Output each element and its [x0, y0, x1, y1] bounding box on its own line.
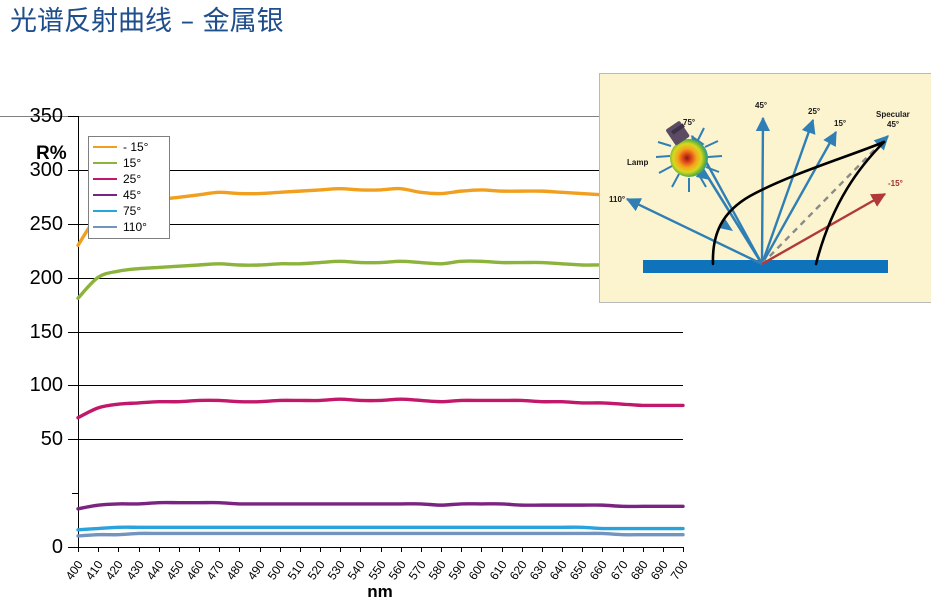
legend-item-15[interactable]: 15°: [93, 155, 163, 171]
legend-swatch-75: [93, 210, 117, 212]
x-tick-670: [622, 547, 624, 552]
inset-label-25: 25°: [808, 107, 821, 116]
x-tick-660: [602, 547, 604, 552]
x-tick-560: [400, 547, 402, 552]
x-tick-500: [279, 547, 281, 552]
y-label-50: 50: [40, 428, 63, 450]
y-tick-200: [68, 278, 78, 279]
chart-curves: [0, 60, 700, 546]
x-tick-690: [662, 547, 664, 552]
curve-15deg: [76, 259, 685, 300]
x-tick-700: [683, 547, 684, 552]
x-tick-410: [98, 547, 100, 552]
x-tick-520: [320, 547, 321, 552]
y-label-250: 250: [29, 213, 63, 235]
inset-label-neg15: -15°: [888, 179, 903, 188]
x-axis-title: nm: [367, 582, 393, 601]
legend-swatch-25: [93, 178, 117, 180]
gridline-350b: [78, 116, 683, 117]
x-tick-550: [380, 547, 382, 552]
y-tick-150: [68, 332, 78, 333]
gridline-50: [78, 439, 683, 440]
legend-label-110: 110°: [123, 220, 147, 234]
legend-item-110[interactable]: 110°: [93, 219, 163, 235]
inset-label-75: 75°: [683, 118, 696, 127]
y-axis-title: R%: [36, 143, 67, 164]
curve-110deg: [76, 531, 685, 538]
y-label-300: 300: [29, 159, 63, 181]
y-label-100: 100: [29, 374, 63, 396]
x-tick-440: [158, 547, 160, 552]
gridline-200: [78, 278, 683, 279]
x-tick-580: [441, 547, 442, 552]
legend-label-25: 25°: [123, 172, 142, 186]
y-tick-350: [68, 116, 78, 117]
chart-legend: - 15° 15° 25° 45° 75° 110°: [88, 136, 170, 239]
y-tick-50: [68, 439, 78, 440]
curve-75deg: [76, 525, 685, 532]
curve-25deg: [76, 397, 685, 420]
x-tick-640: [562, 547, 563, 552]
legend-label-45: 45°: [123, 188, 142, 202]
x-tick-540: [360, 547, 362, 552]
y-tick-extra: [72, 493, 78, 494]
x-tick-460: [199, 547, 200, 552]
legend-swatch-45: [93, 194, 117, 196]
legend-item-neg15[interactable]: - 15°: [93, 139, 163, 155]
inset-label-15: 15°: [834, 119, 847, 128]
y-tick-250: [68, 224, 78, 225]
x-tick-470: [219, 547, 221, 552]
x-tick-680: [642, 547, 644, 552]
y-axis: [78, 116, 79, 548]
legend-swatch-15: [93, 162, 117, 164]
x-tick-620: [521, 547, 523, 552]
y-tick-100: [68, 385, 78, 386]
x-tick-590: [461, 547, 463, 552]
gridline-300: [78, 170, 683, 171]
legend-item-25[interactable]: 25°: [93, 171, 163, 187]
x-tick-400: [78, 547, 79, 552]
y-tick-0: [68, 547, 78, 548]
inset-label-45: 45°: [755, 101, 768, 110]
x-tick-420: [118, 547, 120, 552]
legend-label-neg15: - 15°: [123, 140, 149, 154]
gridline-250: [78, 224, 683, 225]
x-tick-450: [178, 547, 180, 552]
curve-15deg: [76, 186, 685, 247]
x-tick-490: [259, 547, 261, 552]
legend-label-15: 15°: [123, 156, 142, 170]
legend-item-75[interactable]: 75°: [93, 203, 163, 219]
page-title: 光谱反射曲线 – 金属银: [10, 6, 284, 37]
x-tick-600: [481, 547, 483, 552]
x-tick-570: [420, 547, 422, 552]
goniospectrophotometer-diagram: 110° Lamp 75° 45° 25° 15° Specular 45° -…: [599, 73, 931, 303]
x-tick-610: [501, 547, 503, 552]
legend-swatch-110: [93, 226, 117, 228]
x-tick-530: [340, 547, 342, 552]
inset-label-110: 110°: [609, 195, 626, 204]
legend-swatch-neg15: [93, 146, 117, 148]
x-tick-650: [582, 547, 584, 552]
x-tick-510: [299, 547, 301, 552]
gridline-150: [78, 332, 683, 333]
x-tick-430: [138, 547, 140, 552]
slide-canvas: 光谱反射曲线 – 金属银 R% 350 300 250 200 150 100 …: [0, 6, 931, 601]
legend-label-75: 75°: [123, 204, 142, 218]
inset-label-lamp: Lamp: [627, 158, 649, 167]
spectral-reflectance-chart: R% 350 300 250 200 150 100 50 0 400 410 42…: [0, 60, 700, 601]
y-label-200: 200: [29, 267, 63, 289]
y-tick-300: [68, 170, 78, 171]
inset-label-specular-angle: 45°: [887, 120, 900, 129]
gridline-100: [78, 385, 683, 386]
y-label-350: 350: [29, 105, 63, 127]
curve-45deg: [76, 500, 685, 511]
inset-label-specular: Specular: [876, 110, 910, 119]
x-tick-630: [541, 547, 543, 552]
y-label-150: 150: [29, 321, 63, 343]
legend-item-45[interactable]: 45°: [93, 187, 163, 203]
x-tick-480: [239, 547, 241, 552]
